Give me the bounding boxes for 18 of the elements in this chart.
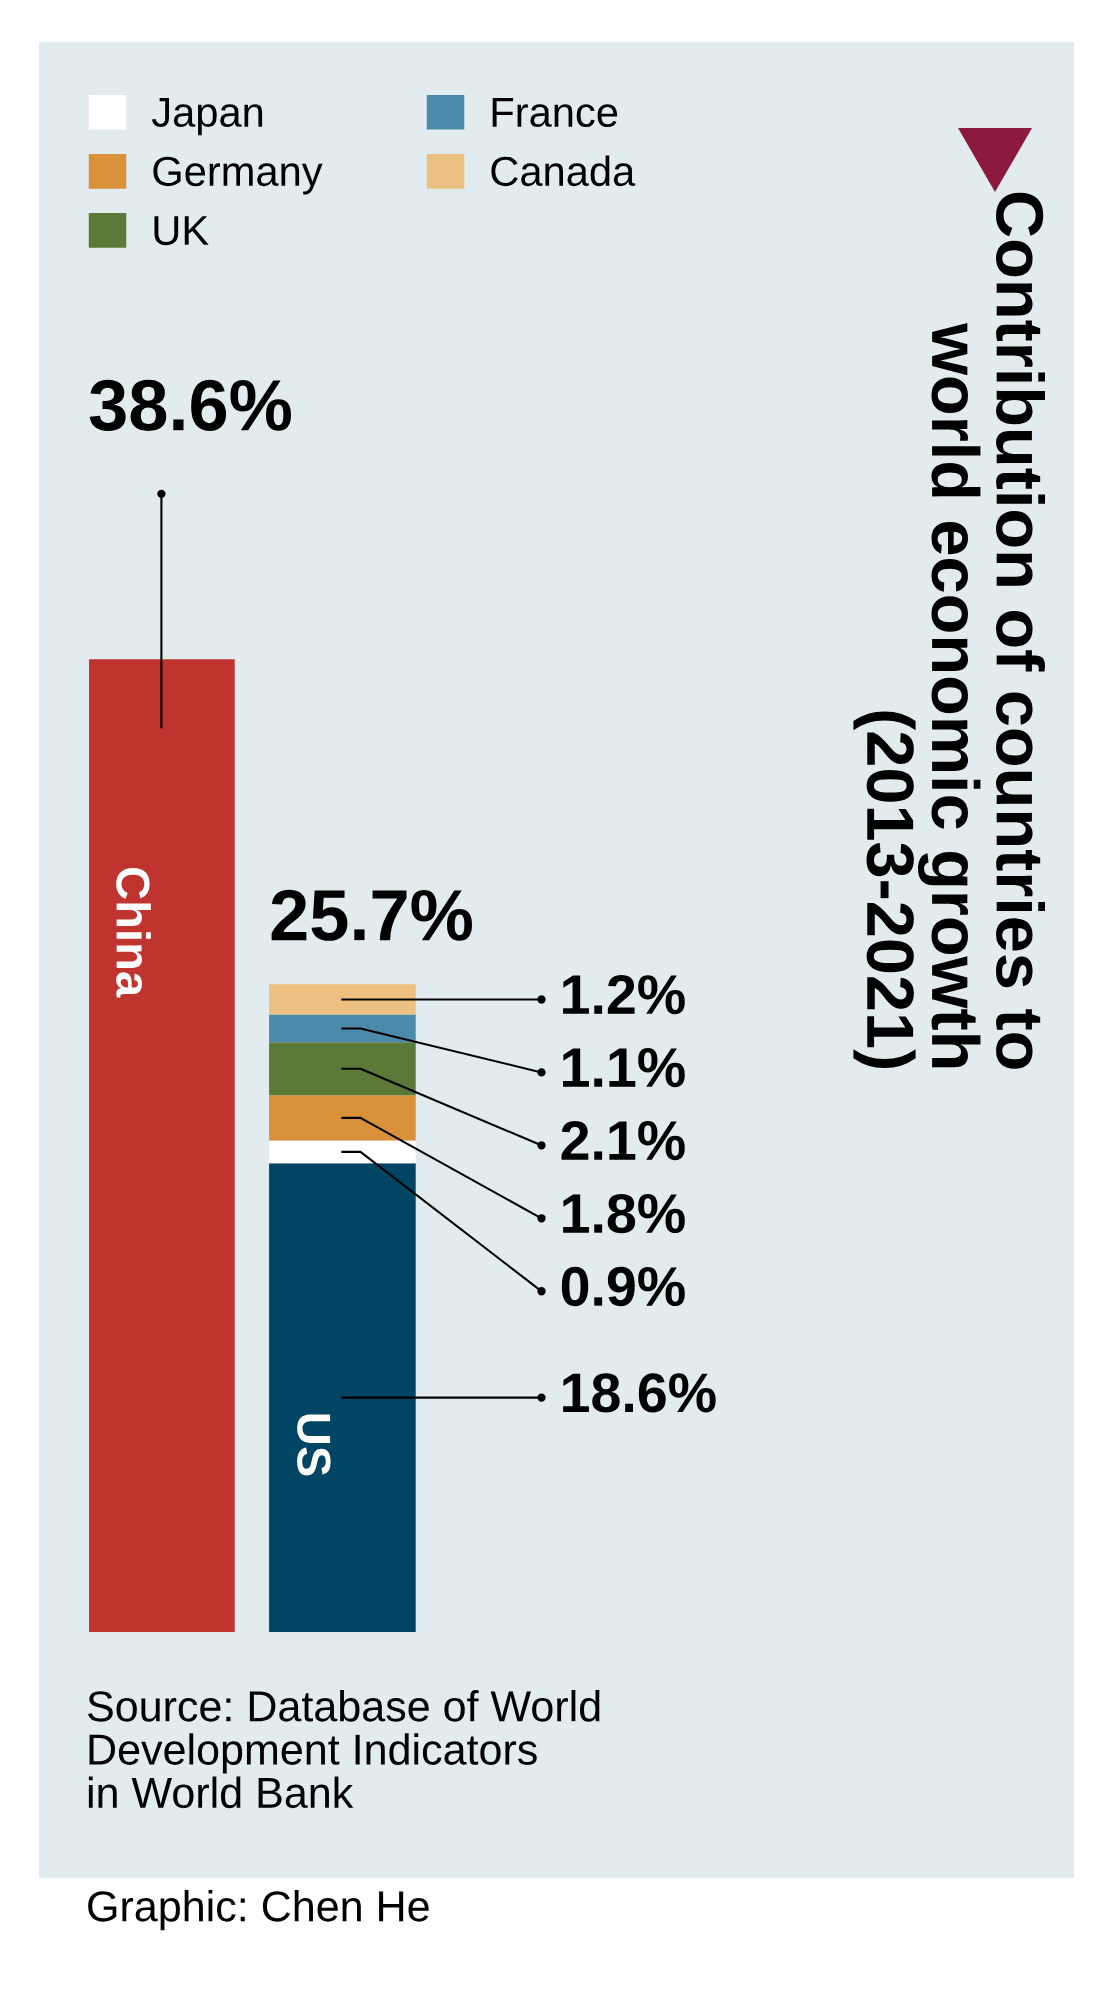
text: Contribution of countries to world economic growth (2013-2021) [853, 192, 1045, 1069]
data-label: 0.9% [561, 1266, 685, 1307]
source-note: Source: Database of World Development Indicators in World Bank [87, 1690, 600, 1809]
text: Graphic: Chen He [88, 1890, 429, 1931]
legend-label: Germany [153, 156, 323, 195]
series-label: US [297, 1414, 331, 1476]
legend-label: Canada [491, 155, 636, 187]
legend-label: France [492, 98, 618, 128]
data-label: 2.1% [561, 1120, 685, 1161]
data-label: 1.8% [563, 1193, 685, 1234]
data-label: 18.6% [563, 1373, 716, 1413]
data-label: 38.6% [89, 379, 291, 432]
total-label: 25.7% [271, 889, 472, 941]
series-label: China [116, 867, 151, 998]
legend-label: Japan [151, 98, 263, 136]
data-label: 1.2% [563, 975, 685, 1015]
legend-label: UK [154, 216, 209, 246]
data-label: 1.1% [563, 1048, 685, 1088]
